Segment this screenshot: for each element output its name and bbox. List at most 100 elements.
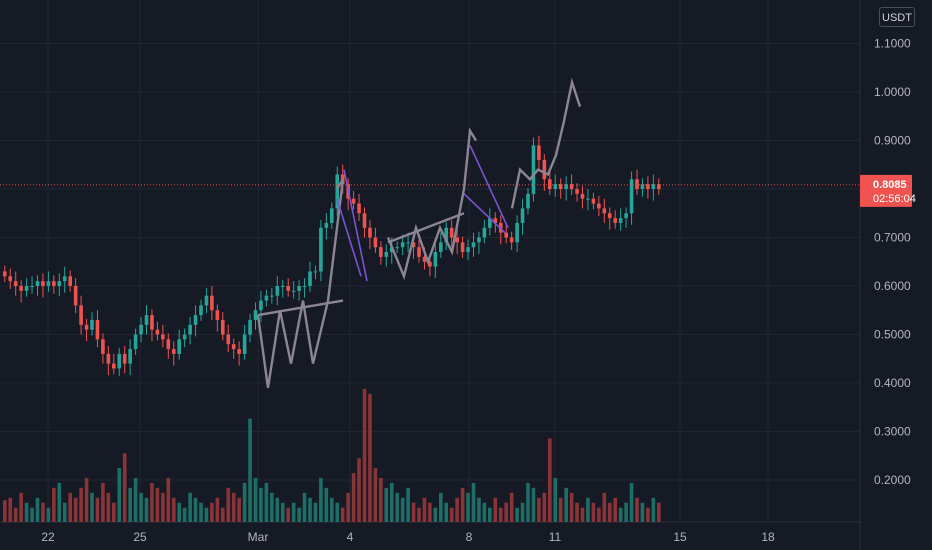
volume-bar [231, 492, 236, 522]
volume-bar [635, 497, 639, 522]
candle-body [259, 300, 263, 311]
volume-bar [509, 492, 514, 522]
volume-bar [362, 388, 367, 522]
y-tick-label: 0.9000 [874, 134, 911, 148]
wedge-trendline [463, 193, 506, 234]
volume-bar [357, 458, 361, 522]
volume-bar [553, 478, 558, 522]
volume-bar [62, 502, 67, 522]
candle-body [531, 145, 536, 194]
candle-body [84, 324, 89, 330]
candle-body [635, 179, 639, 189]
volume-bar [117, 468, 122, 522]
volume-bar [395, 492, 399, 522]
candle-body [482, 227, 487, 238]
candle-body [270, 295, 274, 297]
candle-body [455, 237, 459, 243]
candle-body [226, 334, 231, 345]
candle-body [150, 315, 154, 330]
y-tick-label: 0.2000 [874, 473, 911, 487]
candle-body [444, 227, 449, 243]
y-tick-label: 1.0000 [874, 85, 911, 99]
volume-bar [291, 502, 296, 522]
volume-bar [346, 492, 350, 522]
candle-body [101, 339, 105, 354]
volume-bar [259, 487, 263, 522]
candle-body [242, 334, 247, 354]
candle-body [542, 159, 547, 180]
candle-body [297, 286, 301, 291]
candle-body [439, 242, 443, 253]
volume-bar [57, 482, 62, 522]
candle-body [302, 286, 307, 287]
volume-bar [237, 497, 241, 522]
candle-body [210, 295, 214, 311]
candle-body [46, 281, 51, 286]
volume-bar [558, 497, 563, 522]
wedge-trendline [469, 145, 509, 229]
y-tick-label: 0.7000 [874, 231, 911, 245]
candle-body [193, 315, 198, 325]
volume-bar [542, 492, 547, 522]
x-tick-label: 8 [466, 530, 473, 544]
candle-body [264, 295, 269, 301]
currency-button[interactable]: USDT [879, 7, 915, 27]
volume-bar [624, 502, 628, 522]
volume-bar [84, 478, 89, 522]
candle-body [133, 334, 138, 350]
candle-body [384, 252, 389, 257]
volume-bar [580, 507, 585, 522]
candle-body [155, 329, 160, 335]
candle-body [308, 271, 312, 286]
candle-body [79, 305, 83, 325]
y-tick-label: 1.1000 [874, 37, 911, 51]
candle-body [248, 319, 252, 335]
volume-bar [46, 507, 51, 522]
volume-bar [210, 502, 214, 522]
volume-bar [537, 497, 541, 522]
candle-body [504, 232, 508, 238]
volume-bar [351, 473, 356, 522]
candle-body [35, 281, 40, 286]
volume-bar [95, 497, 100, 522]
x-tick-label: 25 [133, 530, 147, 544]
candle-body [8, 276, 13, 282]
candle-body [646, 184, 650, 189]
volume-bar [122, 453, 127, 522]
candle-body [548, 179, 552, 189]
volume-bar [488, 507, 492, 522]
volume-bar [482, 502, 487, 522]
volume-bar [79, 487, 83, 522]
candle-body [471, 242, 476, 248]
volume-bar [384, 487, 389, 522]
candle-body [417, 247, 421, 257]
pattern-path-line [335, 178, 345, 190]
volume-bar [215, 497, 220, 522]
volume-bar [564, 487, 568, 522]
candle-body [73, 286, 78, 306]
volume-bar [477, 497, 481, 522]
volume-bar [651, 497, 656, 522]
candle-body [400, 242, 405, 248]
candle-body [161, 334, 165, 340]
volume-bar [221, 507, 225, 522]
candle-body [362, 213, 367, 228]
volume-bar [161, 492, 165, 522]
volume-bar [400, 497, 405, 522]
volume-bar [24, 502, 29, 522]
volume-bar [8, 497, 13, 522]
volume-bar [646, 507, 650, 522]
volume-bar [13, 507, 18, 522]
y-tick-label: 0.4000 [874, 376, 911, 390]
x-tick-label: Mar [248, 530, 269, 544]
volume-bar [411, 502, 416, 522]
candle-body [144, 315, 149, 325]
volume-bar [308, 497, 312, 522]
volume-bar [466, 492, 470, 522]
candle-body [373, 237, 378, 248]
candle-body [253, 310, 258, 320]
volume-bar [319, 478, 323, 522]
candle-body [166, 339, 171, 350]
volume-bar [368, 393, 372, 522]
